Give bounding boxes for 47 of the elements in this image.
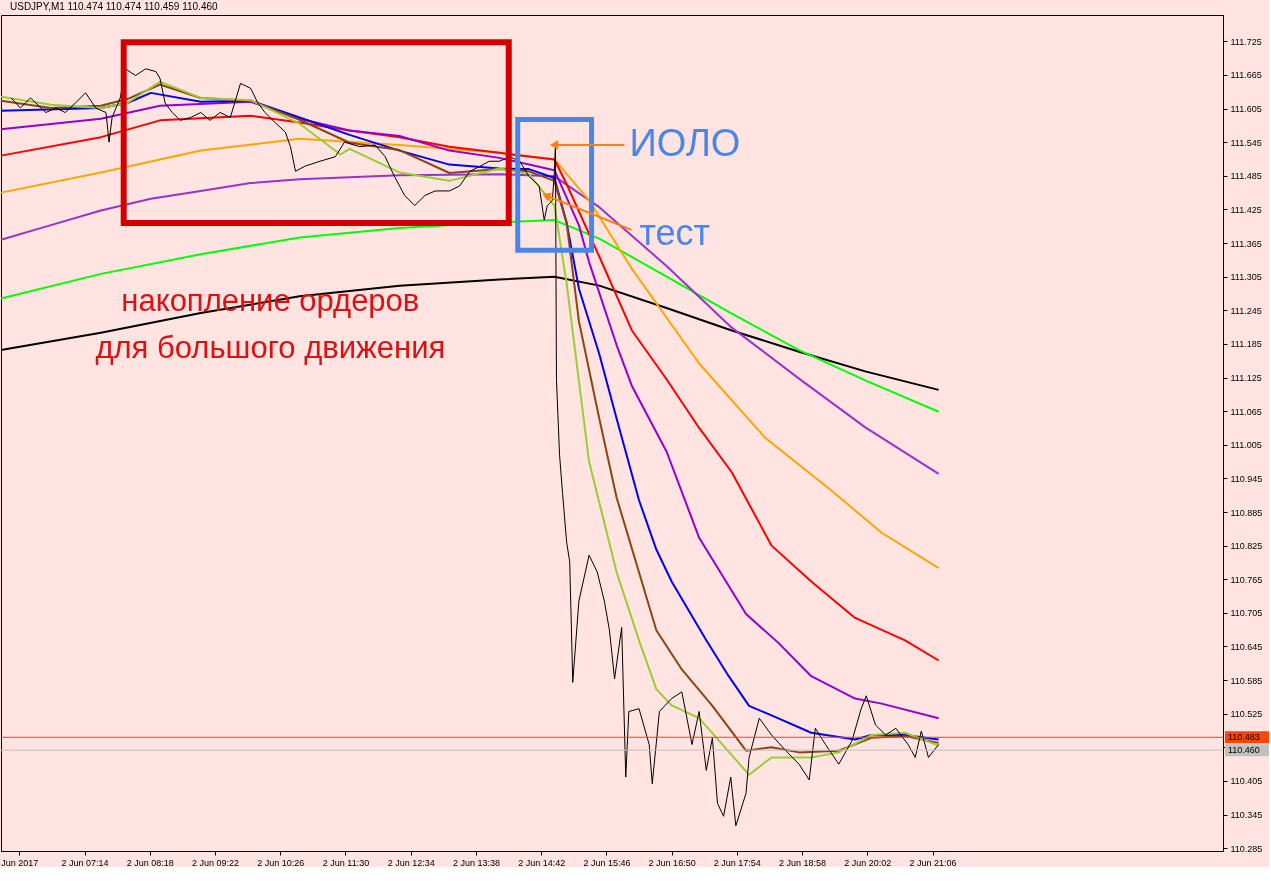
y-tick-label: 111.365 <box>1230 238 1262 249</box>
x-tick-label: 2 Jun 18:58 <box>779 857 827 868</box>
line-series <box>0 219 940 413</box>
x-tick-label: 2 Jun 08:18 <box>126 857 174 868</box>
y-tick-label: 111.305 <box>1230 272 1262 283</box>
x-tick-label: 2 Jun 07:14 <box>61 857 109 868</box>
y-tick-label: 110.705 <box>1230 608 1263 619</box>
x-tick-label: 2 Jun 21:06 <box>909 857 957 868</box>
x-tick-label: 2 Jun 20:02 <box>844 857 892 868</box>
x-tick-label: 2 Jun 12:34 <box>387 857 435 868</box>
x-tick-label: 2 Jun 09:22 <box>192 857 240 868</box>
annotation: тест <box>639 211 711 253</box>
y-tick-label: 110.885 <box>1230 507 1263 518</box>
x-tick-label: Jun 2017 <box>1 857 39 868</box>
y-tick-label: 111.605 <box>1230 104 1262 115</box>
line-series <box>0 173 940 475</box>
y-tick-label: 111.185 <box>1230 339 1262 350</box>
y-tick-label: 110.345 <box>1230 810 1263 821</box>
x-tick-label: 2 Jun 13:38 <box>452 857 500 868</box>
ref-line-label: 110.460 <box>1228 745 1260 756</box>
y-tick-label: 110.525 <box>1230 709 1263 720</box>
x-tick-label: 2 Jun 14:42 <box>518 857 566 868</box>
y-tick-label: 111.005 <box>1230 440 1262 451</box>
ref-line-label: 110.483 <box>1228 732 1260 743</box>
x-tick-label: 2 Jun 10:26 <box>257 857 305 868</box>
annotation: ИОЛО <box>629 121 741 164</box>
y-tick-label: 111.425 <box>1230 204 1262 215</box>
x-tick-label: 2 Jun 17:54 <box>713 857 761 868</box>
y-tick-label: 110.825 <box>1230 541 1263 552</box>
y-tick-label: 111.065 <box>1230 406 1262 417</box>
y-tick-label: 110.945 <box>1230 473 1263 484</box>
x-tick-label: 2 Jun 15:46 <box>583 857 631 868</box>
y-tick-label: 111.245 <box>1230 305 1262 316</box>
y-tick-label: 110.405 <box>1230 776 1263 787</box>
y-tick-label: 110.585 <box>1230 675 1263 686</box>
y-tick-label: 111.665 <box>1230 70 1262 81</box>
y-tick-label: 111.545 <box>1230 137 1262 148</box>
y-tick-label: 111.485 <box>1230 171 1262 182</box>
annotation: накопление ордеров для большого движения <box>95 283 446 365</box>
chart-title: USDJPY,M1 110.474 110.474 110.459 110.460 <box>10 1 219 12</box>
x-tick-label: 2 Jun 16:50 <box>648 857 696 868</box>
y-tick-label: 111.725 <box>1230 36 1262 47</box>
x-tick-label: 2 Jun 11:30 <box>322 857 370 868</box>
y-tick-label: 110.285 <box>1230 843 1263 854</box>
y-tick-label: 110.645 <box>1230 641 1263 652</box>
y-tick-label: 111.125 <box>1230 373 1262 384</box>
y-tick-label: 110.765 <box>1230 574 1263 585</box>
